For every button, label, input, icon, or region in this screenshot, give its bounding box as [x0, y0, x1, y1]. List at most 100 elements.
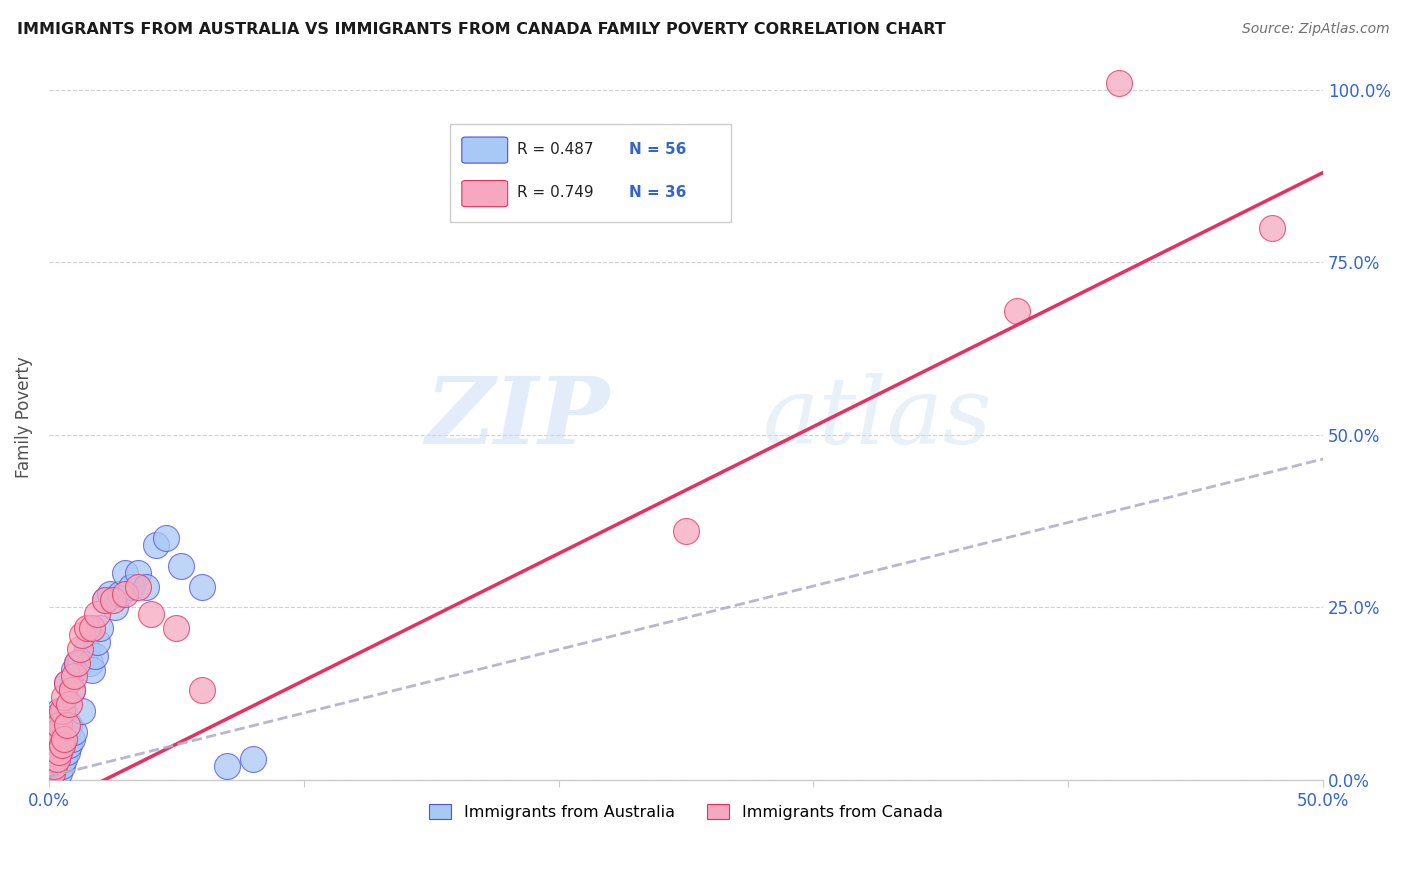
Point: [48, 745, 70, 759]
Point: [56, 745, 79, 759]
Point: [98, 586, 121, 600]
Point: [41, 739, 63, 753]
Point: [42, 717, 65, 731]
Point: [51, 704, 73, 718]
Point: [82, 621, 104, 635]
Point: [48, 766, 70, 780]
Point: [139, 607, 162, 622]
Point: [110, 586, 132, 600]
Point: [86, 607, 108, 622]
Point: [191, 580, 214, 594]
Point: [1007, 303, 1029, 318]
Point: [41, 766, 63, 780]
Point: [76, 641, 98, 656]
Point: [1261, 220, 1284, 235]
Point: [41, 759, 63, 773]
Point: [70, 704, 93, 718]
Point: [82, 663, 104, 677]
FancyBboxPatch shape: [450, 124, 731, 222]
Point: [114, 586, 136, 600]
Point: [45, 731, 67, 746]
Point: [53, 731, 76, 746]
Point: [104, 600, 127, 615]
Point: [1108, 76, 1130, 90]
Point: [79, 656, 101, 670]
Point: [41, 731, 63, 746]
Point: [217, 759, 239, 773]
Text: R = 0.487: R = 0.487: [516, 142, 593, 157]
Point: [135, 580, 157, 594]
Point: [53, 690, 76, 705]
Point: [41, 766, 63, 780]
Point: [60, 683, 83, 698]
Point: [155, 532, 177, 546]
Point: [56, 724, 79, 739]
Point: [94, 593, 117, 607]
Point: [60, 731, 83, 746]
Point: [51, 717, 73, 731]
Point: [51, 739, 73, 753]
Point: [48, 717, 70, 731]
Point: [45, 745, 67, 759]
Point: [42, 759, 65, 773]
Text: ZIP: ZIP: [426, 373, 610, 463]
Point: [191, 683, 214, 698]
Text: N = 56: N = 56: [628, 142, 686, 157]
Point: [41, 752, 63, 766]
Point: [48, 704, 70, 718]
FancyBboxPatch shape: [461, 180, 508, 207]
Point: [170, 558, 193, 573]
Point: [70, 628, 93, 642]
Point: [53, 731, 76, 746]
Point: [53, 704, 76, 718]
Y-axis label: Family Poverty: Family Poverty: [15, 357, 32, 478]
Point: [89, 621, 111, 635]
Point: [145, 538, 167, 552]
Point: [45, 724, 67, 739]
Point: [73, 648, 96, 663]
Point: [56, 676, 79, 690]
Point: [48, 745, 70, 759]
Point: [242, 752, 264, 766]
Point: [63, 663, 86, 677]
Text: N = 36: N = 36: [628, 186, 686, 201]
Point: [42, 752, 65, 766]
Point: [51, 739, 73, 753]
Point: [42, 739, 65, 753]
Point: [63, 724, 86, 739]
Point: [45, 752, 67, 766]
Point: [69, 641, 91, 656]
Point: [66, 656, 89, 670]
Point: [94, 593, 117, 607]
Point: [53, 752, 76, 766]
Point: [41, 752, 63, 766]
Point: [63, 669, 86, 683]
Point: [69, 656, 91, 670]
Text: IMMIGRANTS FROM AUSTRALIA VS IMMIGRANTS FROM CANADA FAMILY POVERTY CORRELATION C: IMMIGRANTS FROM AUSTRALIA VS IMMIGRANTS …: [17, 22, 946, 37]
Point: [165, 621, 187, 635]
Point: [86, 635, 108, 649]
Point: [76, 621, 98, 635]
Text: Source: ZipAtlas.com: Source: ZipAtlas.com: [1241, 22, 1389, 37]
Point: [114, 566, 136, 580]
Point: [58, 717, 80, 731]
Point: [66, 656, 89, 670]
Text: R = 0.749: R = 0.749: [516, 186, 593, 201]
Point: [45, 759, 67, 773]
Point: [120, 580, 142, 594]
Text: atlas: atlas: [762, 373, 993, 463]
Point: [42, 711, 65, 725]
Point: [51, 759, 73, 773]
Point: [42, 766, 65, 780]
Point: [60, 683, 83, 698]
Point: [675, 524, 697, 539]
Point: [45, 711, 67, 725]
Point: [101, 593, 124, 607]
Point: [127, 580, 149, 594]
Legend: Immigrants from Australia, Immigrants from Canada: Immigrants from Australia, Immigrants fr…: [423, 797, 949, 826]
Point: [127, 566, 149, 580]
Point: [42, 731, 65, 746]
Point: [56, 676, 79, 690]
Point: [42, 759, 65, 773]
Point: [48, 724, 70, 739]
